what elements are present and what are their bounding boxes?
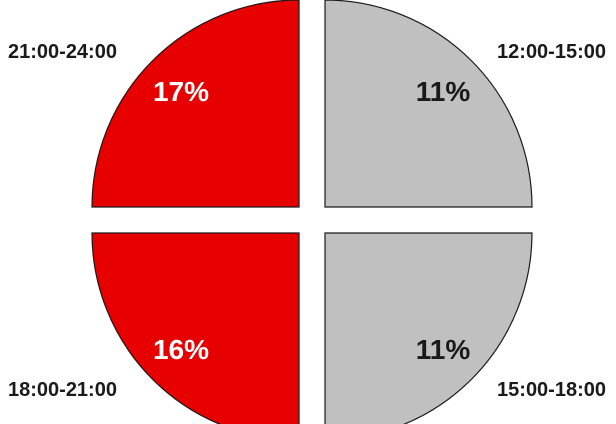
pie-slice-21:00-24:00	[91, 0, 300, 208]
percent-label: 11%	[416, 76, 471, 107]
category-label: 15:00-18:00	[497, 379, 606, 401]
category-labels: 12:00-15:00 15:00-18:00 18:00-21:00 21:00-2…	[8, 41, 606, 401]
category-label: 12:00-15:00	[497, 41, 606, 63]
percent-label: 11%	[416, 334, 471, 365]
pie-slices	[91, 0, 533, 424]
pie-slice-18:00-21:00	[91, 232, 300, 424]
pie-slice-12:00-15:00	[324, 0, 533, 208]
pie-slice-15:00-18:00	[324, 232, 533, 424]
category-label: 21:00-24:00	[8, 41, 117, 63]
percent-label: 17%	[153, 76, 209, 107]
percent-label: 16%	[153, 334, 209, 365]
percent-labels: 11% 11% 16% 17%	[153, 76, 470, 365]
category-label: 18:00-21:00	[8, 379, 117, 401]
